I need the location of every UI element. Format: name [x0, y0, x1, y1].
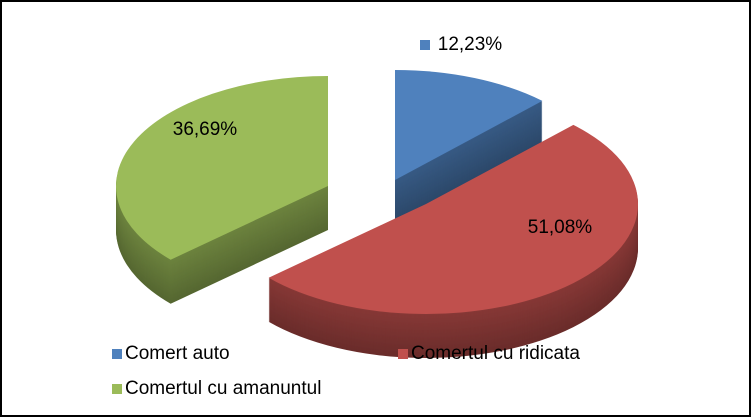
data-label: 12,23%	[438, 34, 503, 55]
label-key	[420, 40, 430, 50]
slice	[395, 70, 543, 180]
legend-swatch	[112, 384, 122, 394]
legend-swatch	[112, 349, 122, 359]
legend-swatch	[398, 349, 408, 359]
slice	[116, 76, 328, 260]
data-label: 36,69%	[173, 119, 238, 140]
legend-label: Comertul cu amanuntul	[125, 378, 321, 399]
legend-label: Comertul cu ridicata	[411, 343, 580, 364]
legend-label: Comert auto	[125, 343, 230, 364]
slice	[268, 124, 638, 314]
data-label: 51,08%	[528, 217, 593, 238]
